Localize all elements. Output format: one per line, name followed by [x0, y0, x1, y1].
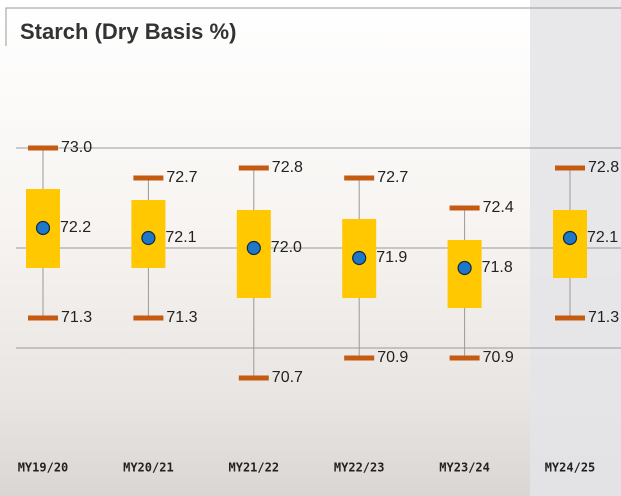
- x-tick-label: MY21/22: [229, 461, 280, 475]
- title-frame: [5, 7, 621, 46]
- x-tick-label: MY22/23: [334, 461, 385, 475]
- mean-marker: [562, 230, 578, 246]
- mean-label: 72.1: [587, 229, 618, 246]
- max-cap: [28, 145, 58, 151]
- min-label: 70.7: [272, 369, 303, 386]
- chart-title: Starch (Dry Basis %): [20, 19, 236, 44]
- mean-label: 71.9: [376, 249, 407, 266]
- max-cap: [344, 175, 375, 181]
- min-cap: [555, 315, 585, 321]
- x-tick-label: MY20/21: [123, 461, 174, 475]
- min-label: 71.3: [588, 309, 619, 326]
- max-label: 72.7: [166, 169, 197, 186]
- mean-label: 72.0: [271, 239, 302, 256]
- min-cap: [449, 355, 480, 361]
- x-tick-label: MY24/25: [545, 461, 596, 475]
- max-cap: [449, 205, 480, 211]
- mean-marker: [246, 240, 261, 256]
- max-label: 72.7: [377, 169, 408, 186]
- min-label: 71.3: [166, 309, 197, 326]
- max-cap: [133, 175, 164, 181]
- mean-label: 72.1: [165, 229, 196, 246]
- min-cap: [238, 375, 269, 381]
- mean-label: 71.8: [482, 259, 513, 276]
- mean-marker: [141, 230, 156, 246]
- max-label: 72.8: [272, 159, 303, 176]
- x-tick-label: MY23/24: [439, 461, 490, 475]
- min-label: 70.9: [483, 349, 514, 366]
- min-cap: [133, 315, 164, 321]
- min-cap: [344, 355, 375, 361]
- mean-label: 72.2: [60, 219, 91, 236]
- x-tick-label: MY19/20: [18, 461, 69, 475]
- max-label: 72.8: [588, 159, 619, 176]
- max-cap: [555, 165, 585, 171]
- min-label: 70.9: [377, 349, 408, 366]
- max-cap: [238, 165, 269, 171]
- min-label: 71.3: [61, 309, 92, 326]
- mean-marker: [35, 220, 51, 236]
- max-label: 73.0: [61, 139, 92, 156]
- mean-marker: [457, 260, 472, 276]
- mean-marker: [352, 250, 367, 266]
- max-label: 72.4: [483, 199, 514, 216]
- min-cap: [28, 315, 58, 321]
